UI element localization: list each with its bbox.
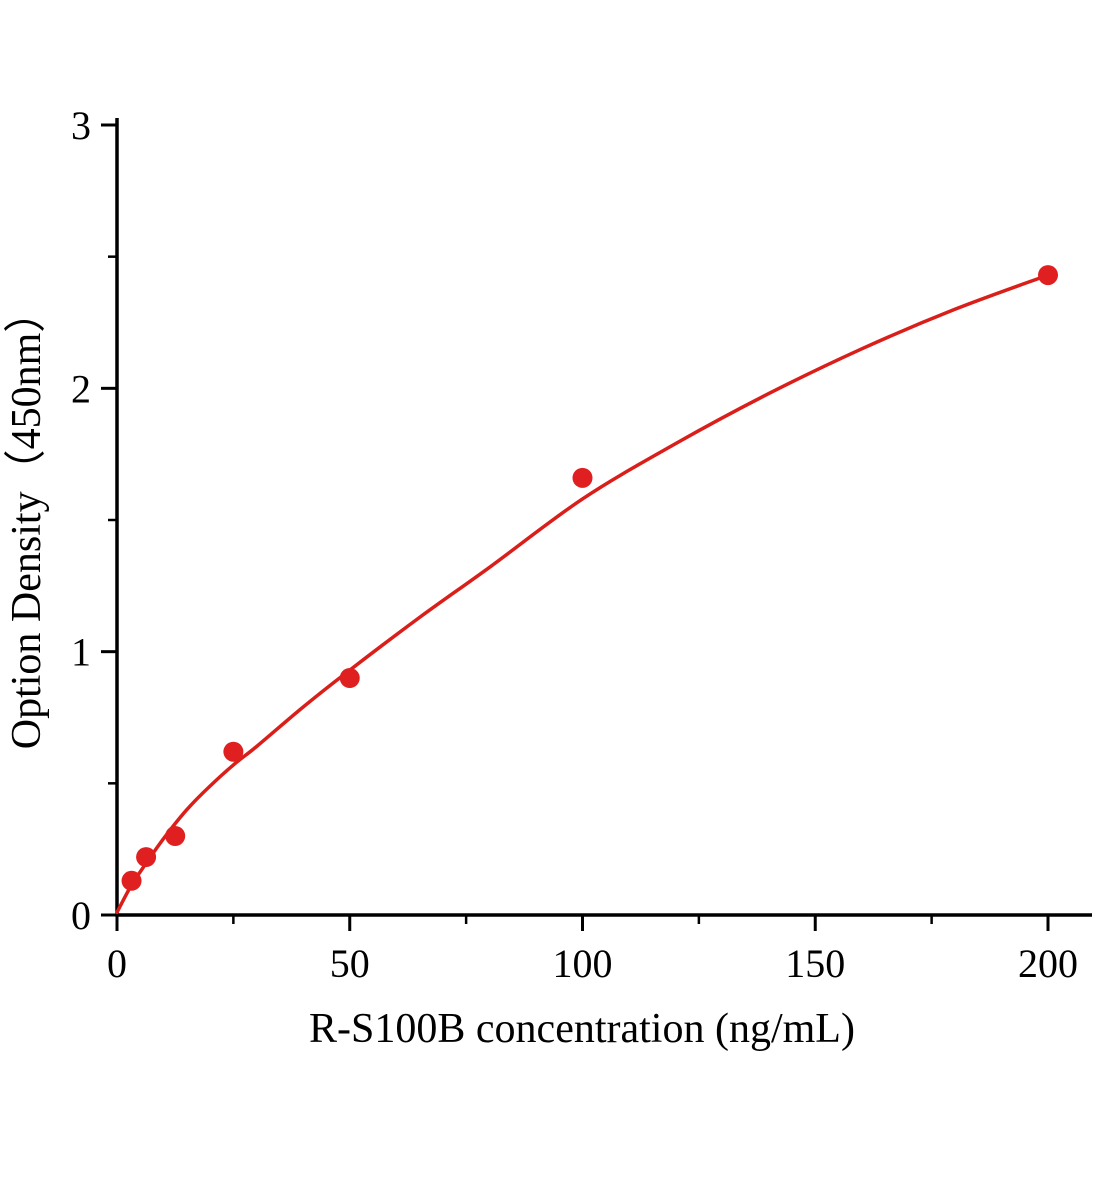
plot-series <box>115 265 1058 915</box>
y-tick-label: 0 <box>71 893 91 938</box>
x-tick-label: 0 <box>107 941 127 986</box>
y-tick-label: 2 <box>71 366 91 411</box>
y-axis-title: Option Density（450nm） <box>4 291 50 750</box>
fit-curve <box>115 273 1050 915</box>
y-tick-label: 1 <box>71 630 91 675</box>
x-tick-label: 50 <box>330 941 370 986</box>
data-point <box>1038 265 1058 286</box>
y-tick-label: 3 <box>71 103 91 148</box>
x-tick-label: 150 <box>785 941 845 986</box>
axis-lines <box>115 118 1092 917</box>
data-point <box>136 847 157 868</box>
x-axis-title: R-S100B concentration (ng/mL) <box>309 1006 855 1052</box>
data-point <box>121 870 142 891</box>
axes: 0 50 100 150 200 0 1 2 3 <box>71 103 1092 986</box>
data-point <box>339 668 360 688</box>
data-point <box>223 741 244 762</box>
data-point <box>572 467 593 488</box>
data-point <box>165 826 186 846</box>
x-tick-label: 200 <box>1018 941 1078 986</box>
x-tick-label: 100 <box>553 941 613 986</box>
